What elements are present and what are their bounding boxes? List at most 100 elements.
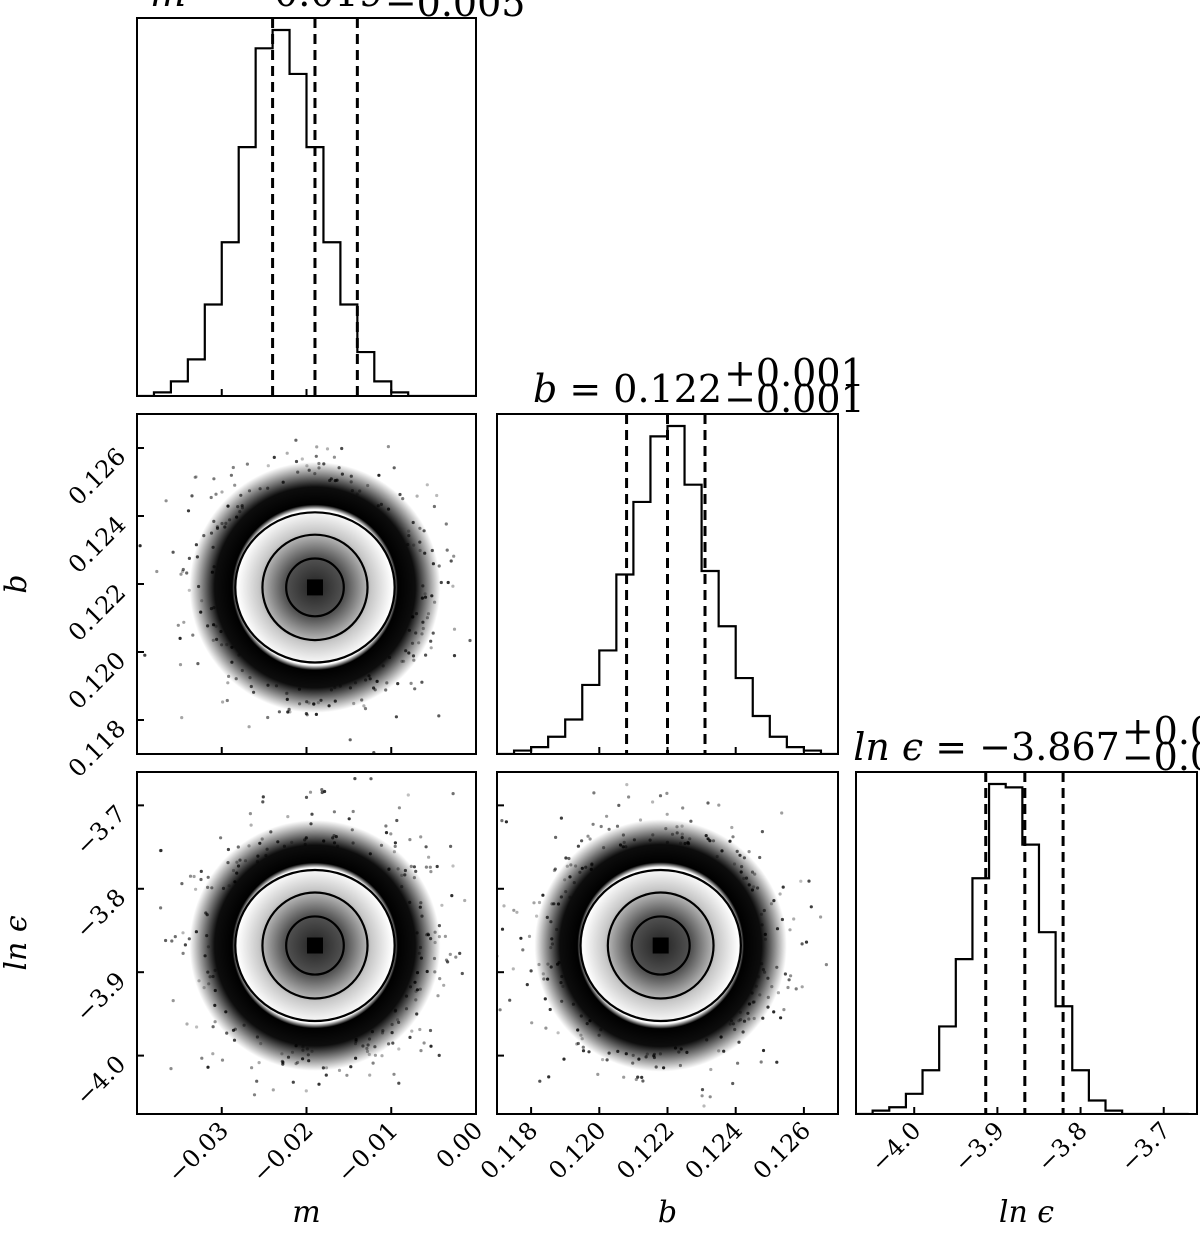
scatter-point bbox=[315, 445, 319, 449]
scatter-point bbox=[408, 1035, 412, 1039]
scatter-point bbox=[409, 681, 413, 686]
scatter-point bbox=[511, 967, 515, 971]
scatter-point bbox=[500, 819, 504, 823]
scatter-point bbox=[368, 1073, 372, 1077]
scatter-point bbox=[731, 1081, 735, 1086]
scatter-point bbox=[591, 822, 595, 826]
scatter-point bbox=[176, 623, 180, 627]
scatter-point bbox=[521, 948, 525, 952]
scatter-point bbox=[285, 451, 289, 455]
scatter-point bbox=[384, 831, 389, 835]
x-axis-label: m bbox=[292, 1195, 320, 1230]
contour-1 bbox=[606, 891, 715, 1000]
scatter-point bbox=[538, 1079, 542, 1083]
scatter-point bbox=[226, 681, 230, 685]
scatter-point bbox=[454, 955, 458, 959]
scatter-point bbox=[320, 788, 324, 792]
title-lhs: b bbox=[533, 367, 557, 411]
scatter-point bbox=[180, 716, 184, 720]
scatter-point bbox=[556, 1031, 560, 1035]
scatter-point bbox=[681, 1120, 684, 1123]
scatter-point bbox=[435, 864, 439, 869]
scatter-point bbox=[181, 951, 185, 956]
scatter-point bbox=[576, 844, 581, 848]
title-lhs: m bbox=[150, 0, 186, 15]
scatter-point bbox=[406, 793, 410, 797]
scatter-point bbox=[502, 904, 506, 908]
scatter-point bbox=[622, 1075, 626, 1079]
scatter-point bbox=[226, 847, 230, 852]
y-tick-label: 0.126 bbox=[63, 442, 131, 510]
scatter-point bbox=[200, 1056, 204, 1060]
scatter-point bbox=[164, 499, 168, 503]
scatter-point bbox=[445, 548, 449, 552]
scatter-point bbox=[397, 806, 401, 810]
scatter-point bbox=[759, 1060, 763, 1064]
scatter-point bbox=[700, 1088, 705, 1092]
scatter-point bbox=[537, 900, 542, 905]
density-peak bbox=[652, 937, 669, 954]
scatter-point bbox=[384, 824, 388, 828]
scatter-point bbox=[428, 865, 432, 869]
y-axis-label: b bbox=[0, 574, 34, 593]
scatter-point bbox=[508, 998, 512, 1002]
scatter-point bbox=[730, 825, 734, 830]
scatter-point bbox=[641, 1079, 645, 1083]
scatter-point bbox=[775, 1060, 779, 1064]
y-tick-label: −3.7 bbox=[70, 800, 131, 861]
scatter-point bbox=[332, 455, 336, 459]
scatter-point bbox=[155, 569, 159, 574]
scatter-point bbox=[308, 790, 313, 794]
scatter-point bbox=[211, 1025, 215, 1029]
scatter-point bbox=[429, 870, 433, 874]
scatter-point bbox=[393, 841, 397, 845]
scatter-point bbox=[363, 707, 368, 711]
x-tick-label: −0.01 bbox=[332, 1116, 404, 1188]
scatter-point bbox=[532, 901, 536, 905]
scatter-point bbox=[304, 712, 308, 716]
scatter-point bbox=[636, 1075, 640, 1079]
title-minus-2: −0.047 bbox=[1122, 735, 1200, 779]
scatter-point bbox=[348, 738, 352, 742]
scatter-point bbox=[799, 879, 803, 883]
y-tick-label: −3.8 bbox=[70, 883, 131, 944]
x-tick-label: −3.9 bbox=[949, 1116, 1010, 1177]
y-axis-label: ln ϵ bbox=[0, 915, 34, 970]
scatter-point bbox=[435, 493, 439, 498]
scatter-point bbox=[498, 1008, 502, 1012]
scatter-point bbox=[510, 864, 513, 867]
scatter-point bbox=[800, 942, 804, 946]
scatter-point bbox=[530, 1021, 534, 1025]
scatter-point bbox=[199, 877, 203, 882]
scatter-point bbox=[627, 795, 631, 799]
scatter-point bbox=[575, 1042, 579, 1046]
x-tick-label: −0.02 bbox=[247, 1116, 319, 1188]
scatter-point bbox=[640, 1075, 644, 1079]
scatter-point bbox=[449, 844, 453, 849]
scatter-point bbox=[708, 1095, 712, 1099]
scatter-point bbox=[548, 1007, 552, 1012]
scatter-point bbox=[169, 1067, 173, 1071]
scatter-point bbox=[412, 865, 416, 869]
scatter-point bbox=[519, 936, 523, 940]
scatter-point bbox=[804, 940, 809, 944]
scatter-point bbox=[807, 879, 811, 883]
scatter-point bbox=[772, 1010, 776, 1014]
scatter-point bbox=[778, 892, 782, 896]
scatter-point bbox=[420, 680, 424, 684]
scatter-point bbox=[362, 704, 366, 708]
contour-0 bbox=[285, 915, 345, 976]
scatter-point bbox=[451, 584, 455, 588]
scatter-point bbox=[758, 855, 762, 860]
scatter-point bbox=[840, 918, 843, 921]
density-peak bbox=[306, 937, 323, 954]
scatter-point bbox=[415, 494, 419, 498]
scatter-point bbox=[211, 1052, 215, 1056]
scatter-point bbox=[581, 1045, 585, 1049]
panel-frame-2-2 bbox=[855, 771, 1198, 1115]
title-plus-1: +0.001 bbox=[724, 351, 865, 395]
title-minus-0: −0.005 bbox=[385, 0, 526, 25]
scatter-point bbox=[171, 999, 175, 1003]
scatter-point bbox=[747, 850, 751, 854]
scatter-point bbox=[314, 712, 318, 717]
